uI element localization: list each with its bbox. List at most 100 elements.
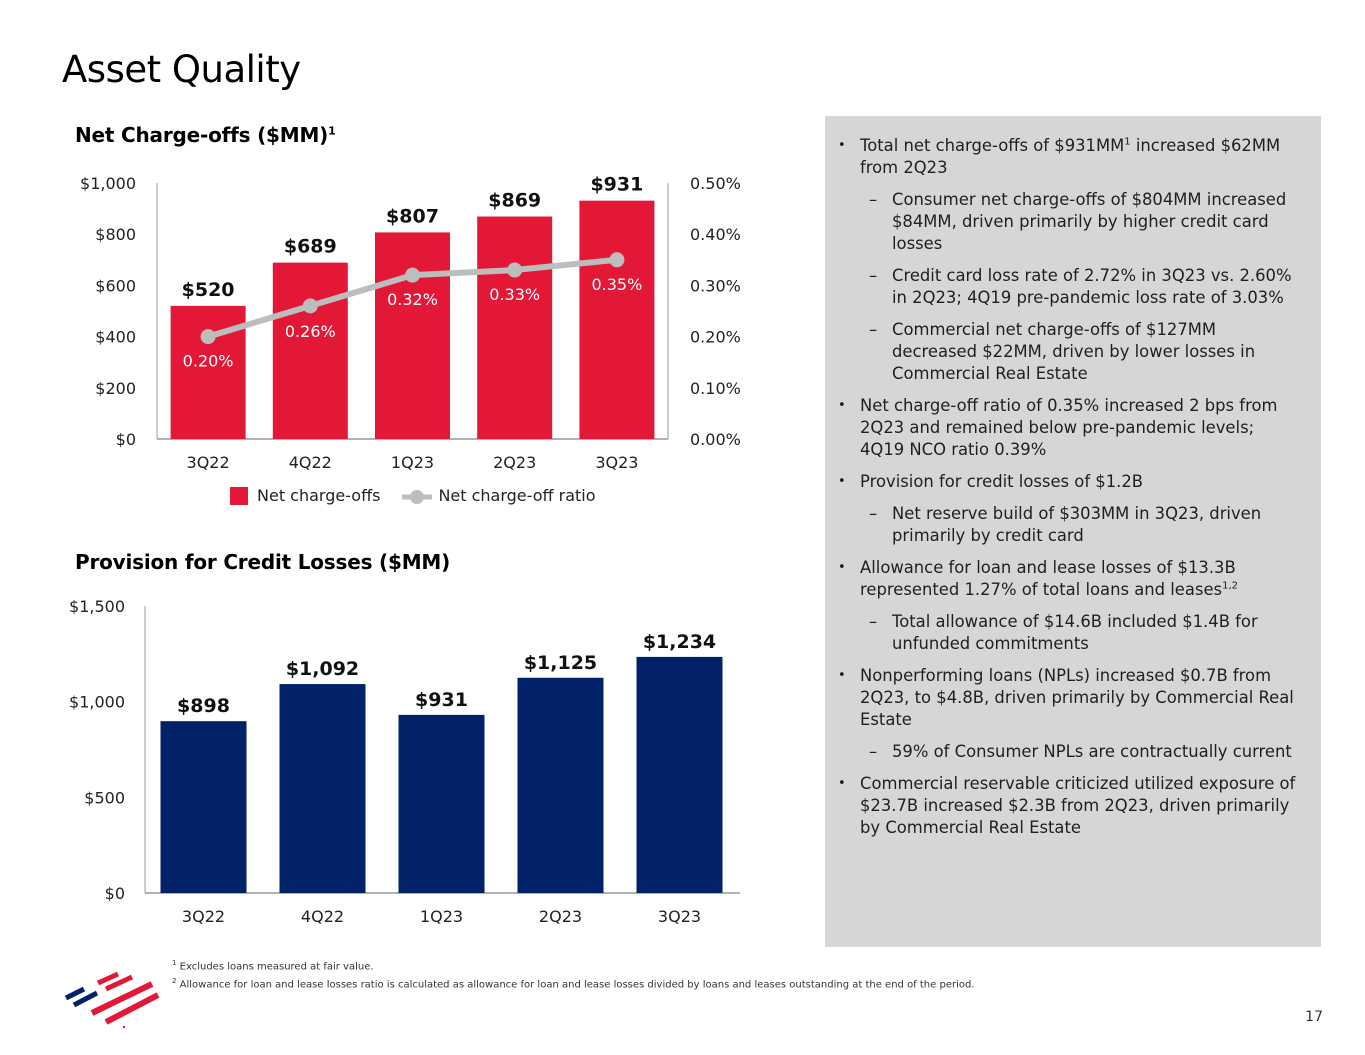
bar-provision	[398, 714, 485, 893]
commentary-text: 59% of Consumer NPLs are contractually c…	[892, 742, 1292, 761]
bar-value-label: $1,234	[643, 631, 716, 653]
legend-label-net-charge-off-ratio: Net charge-off ratio	[438, 486, 596, 505]
legend-label-net-charge-offs: Net charge-offs	[257, 486, 381, 505]
ratio-point	[405, 267, 420, 283]
bar-net-charge-offs	[579, 200, 655, 439]
commentary-text: Net charge-off ratio of 0.35% increased …	[860, 396, 1278, 459]
commentary-bullet: Allowance for loan and lease losses of $…	[825, 557, 1303, 601]
ratio-point	[200, 329, 216, 345]
commentary-sub-bullet: Total allowance of $14.6B included $1.4B…	[825, 611, 1303, 655]
footnote-2: 2 Allowance for loan and lease losses ra…	[172, 974, 975, 992]
bar-value-label: $898	[177, 695, 230, 717]
bar-provision	[636, 656, 723, 893]
y-tick-label-left: $0	[116, 430, 136, 449]
footnote-reference: 1	[1124, 136, 1131, 148]
y-tick-label: $0	[105, 884, 125, 903]
commentary-list: Total net charge-offs of $931MM1 increas…	[825, 116, 1321, 839]
footnote-reference: 1,2	[1222, 580, 1239, 592]
bar-value-label: $1,125	[524, 652, 597, 674]
commentary-text: Credit card loss rate of 2.72% in 3Q23 v…	[892, 266, 1292, 307]
y-tick-label-right: 0.00%	[690, 430, 741, 449]
bar-net-charge-offs	[375, 232, 450, 439]
commentary-bullet: Commercial reservable criticized utilize…	[825, 773, 1303, 839]
bar-provision	[160, 721, 247, 893]
nco-chart-title-text: Net Charge-offs ($MM)	[75, 123, 329, 147]
nco-chart-title: Net Charge-offs ($MM)1	[75, 123, 336, 147]
y-tick-label-right: 0.40%	[690, 225, 741, 244]
x-tick-label: 4Q22	[289, 453, 332, 472]
x-tick-label: 3Q22	[187, 453, 230, 472]
x-tick-label: 3Q23	[595, 453, 638, 472]
bar-net-charge-offs	[477, 216, 553, 439]
ratio-point	[302, 298, 318, 314]
footnote-text: Allowance for loan and lease losses rati…	[179, 979, 975, 991]
legend-swatch-ratio-line	[402, 487, 433, 505]
ratio-value-label: 0.32%	[387, 290, 438, 309]
provision-chart: $0 $500 $1,000 $1,500 $898 3Q22 $1,092 4Q22 $931…	[69, 597, 740, 926]
commentary-text: Provision for credit losses of $1.2B	[860, 472, 1144, 491]
commentary-text: Total net charge-offs of $931MM	[860, 136, 1125, 155]
commentary-text: Consumer net charge-offs of $804MM incre…	[892, 190, 1287, 253]
y-tick-label-left: $800	[95, 225, 136, 244]
y-tick-label-right: 0.50%	[690, 174, 741, 193]
bar-value-label: $931	[415, 689, 468, 711]
bar-value-label: $520	[182, 279, 235, 301]
legend-swatch-net-charge-offs	[230, 486, 248, 505]
x-tick-label: 3Q22	[182, 907, 225, 926]
commentary-sub-bullet: Net reserve build of $303MM in 3Q23, dri…	[825, 503, 1303, 547]
commentary-text: Commercial reservable criticized utilize…	[860, 774, 1296, 837]
provision-chart-title: Provision for Credit Losses ($MM)	[75, 550, 451, 574]
footnote-mark: 2	[172, 977, 177, 986]
commentary-bullet: Net charge-off ratio of 0.35% increased …	[825, 395, 1303, 461]
commentary-bullet: Provision for credit losses of $1.2B	[825, 471, 1303, 493]
x-tick-label: 2Q23	[539, 907, 582, 926]
bar-provision	[279, 684, 366, 893]
y-tick-label-right: 0.20%	[690, 328, 741, 347]
y-tick-label: $1,500	[69, 597, 125, 616]
bar-value-label: $869	[488, 190, 541, 212]
footnotes: 1 Excludes loans measured at fair value.…	[172, 956, 975, 993]
commentary-sub-bullet: Consumer net charge-offs of $804MM incre…	[825, 189, 1303, 255]
x-tick-label: 2Q23	[493, 453, 536, 472]
bar-net-charge-offs	[272, 262, 348, 439]
commentary-text: Nonperforming loans (NPLs) increased $0.…	[860, 666, 1294, 729]
y-tick-label-left: $400	[95, 328, 136, 347]
bar-value-label: $1,092	[286, 658, 359, 680]
commentary-bullet: Nonperforming loans (NPLs) increased $0.…	[825, 665, 1303, 731]
commentary-sub-bullet: Credit card loss rate of 2.72% in 3Q23 v…	[825, 265, 1303, 309]
flag-logo-icon	[64, 971, 160, 1029]
commentary-text: Commercial net charge-offs of $127MM dec…	[892, 320, 1256, 383]
ratio-point	[507, 262, 523, 278]
commentary-text: Total allowance of $14.6B included $1.4B…	[892, 612, 1258, 653]
footnote-mark: 1	[172, 959, 177, 967]
page-number: 17	[1305, 1009, 1323, 1025]
ratio-value-label: 0.26%	[285, 322, 336, 341]
y-tick-label-right: 0.30%	[690, 276, 741, 295]
bar-value-label: $931	[590, 174, 643, 196]
bar-value-label: $689	[284, 236, 337, 258]
footnote-text: Excludes loans measured at fair value.	[179, 961, 374, 973]
nco-legend: Net charge-offs Net charge-off ratio	[230, 486, 596, 505]
bar-value-label: $807	[386, 205, 439, 227]
ratio-value-label: 0.20%	[183, 352, 234, 371]
commentary-text: increased $62MM from 2Q23	[860, 136, 1281, 177]
nco-chart-title-footnote: 1	[328, 124, 336, 138]
commentary-panel: Total net charge-offs of $931MM1 increas…	[825, 116, 1321, 947]
x-tick-label: 1Q23	[391, 453, 434, 472]
commentary-sub-bullet: Commercial net charge-offs of $127MM dec…	[825, 319, 1303, 385]
x-tick-label: 4Q22	[301, 907, 344, 926]
y-tick-label-left: $1,000	[80, 174, 136, 193]
y-tick-label-left: $600	[95, 276, 136, 295]
bar-provision	[517, 677, 604, 893]
footnote-1: 1 Excludes loans measured at fair value.	[172, 956, 975, 974]
x-tick-label: 3Q23	[658, 907, 701, 926]
y-tick-label-right: 0.10%	[690, 379, 741, 398]
y-tick-label-left: $200	[95, 379, 136, 398]
x-tick-label: 1Q23	[420, 907, 463, 926]
page-title: Asset Quality	[62, 48, 301, 91]
ratio-value-label: 0.35%	[591, 275, 642, 294]
net-charge-offs-chart: $0 $200 $400 $600 $800 $1,000 0.00% 0.10% 0.20% 0…	[80, 174, 741, 472]
commentary-sub-bullet: 59% of Consumer NPLs are contractually c…	[825, 741, 1303, 763]
y-tick-label: $1,000	[69, 693, 125, 712]
ratio-value-label: 0.33%	[489, 285, 540, 304]
